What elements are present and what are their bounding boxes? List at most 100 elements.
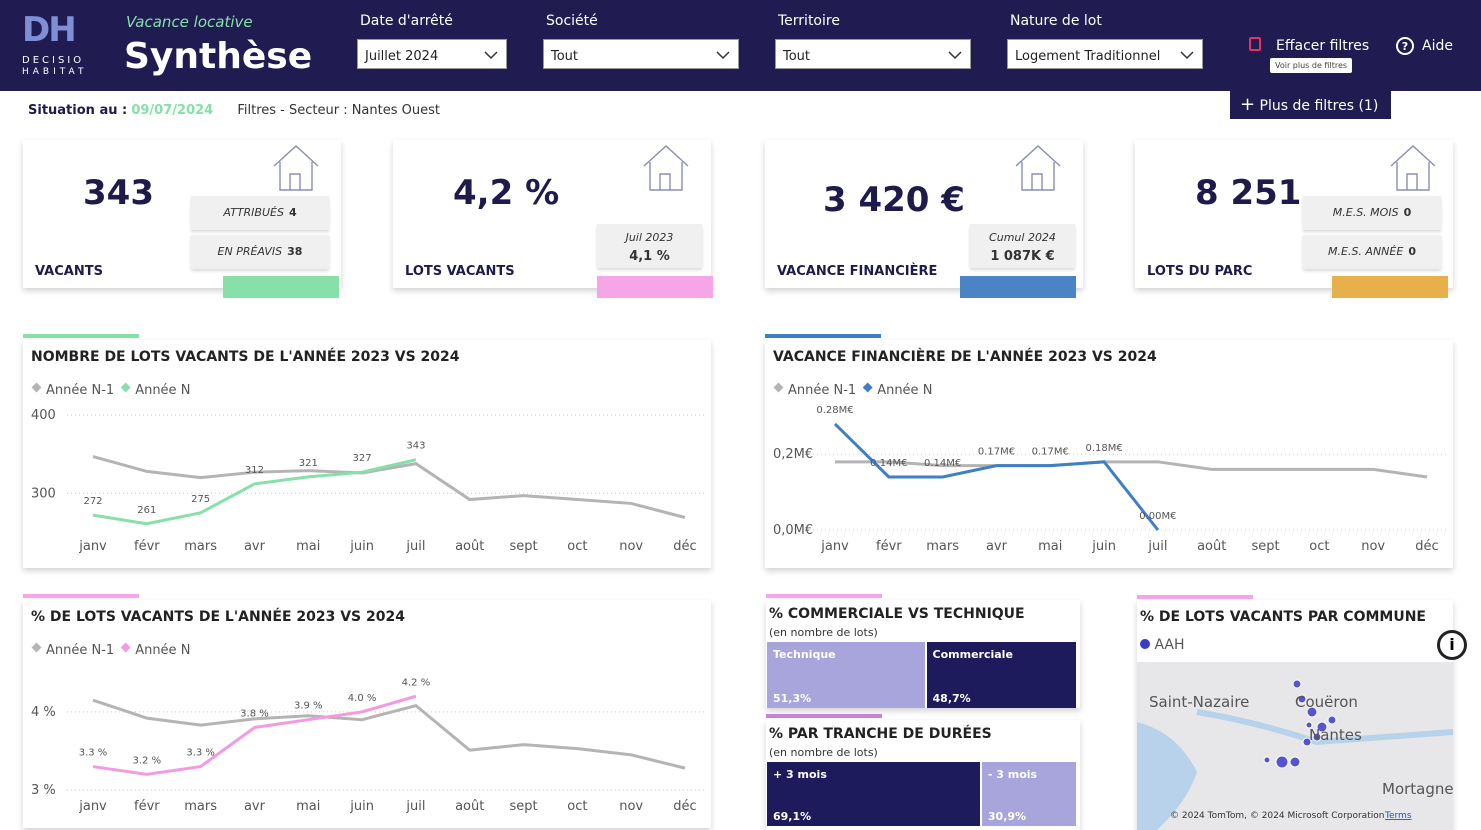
x-tick-label: mars — [184, 799, 217, 814]
clear-filters[interactable]: Effacer filtres — [1276, 38, 1370, 54]
kpi-detail: M.E.S. MOIS 0 — [1303, 196, 1441, 230]
y-tick-label: 3 % — [31, 783, 56, 798]
treemap-card: % COMMERCIALE VS TECHNIQUE (en nombre de … — [766, 600, 1080, 708]
x-tick-label: oct — [1309, 539, 1329, 554]
data-label: 3.3 % — [79, 748, 108, 759]
treemap-subtitle: (en nombre de lots) — [769, 626, 878, 639]
x-tick-label: sept — [1251, 539, 1279, 554]
x-tick-label: mai — [296, 539, 320, 554]
x-tick-label: janv — [820, 539, 849, 554]
series-line — [92, 455, 686, 519]
y-tick-label: 0,2M€ — [773, 447, 813, 462]
brand: HABITAT — [22, 67, 88, 77]
series-line — [833, 422, 1160, 531]
data-label: 312 — [245, 465, 264, 476]
chart-title: NOMBRE DE LOTS VACANTS DE L'ANNÉE 2023 V… — [31, 348, 460, 365]
icon-outline — [643, 145, 689, 191]
x-tick-label: oct — [567, 539, 587, 554]
kpi-label: VACANTS — [35, 264, 103, 279]
x-tick-label: mai — [1038, 539, 1062, 554]
kpi-label: LOTS DU PARC — [1147, 264, 1253, 279]
filter-value: Logement Traditionnel — [1015, 49, 1161, 64]
x-tick-label: juin — [349, 799, 374, 814]
status: Situation au : 09/07/2024 Filtres - Sect… — [28, 103, 440, 118]
x-tick-label: nov — [619, 799, 643, 814]
header: DH DECISIO HABITAT Vacance locative Synt… — [0, 0, 1481, 91]
x-tick-label: oct — [567, 799, 587, 814]
accent — [766, 714, 882, 718]
filter-value: Tout — [783, 49, 811, 64]
chart-title: VACANCE FINANCIÈRE DE L'ANNÉE 2023 VS 20… — [773, 348, 1157, 365]
kpi-label: LOTS VACANTS — [405, 264, 515, 279]
terms[interactable]: Terms — [1384, 811, 1412, 821]
data-label: 3.8 % — [240, 709, 269, 720]
legend-marker — [773, 382, 784, 393]
x-tick-label: juil — [405, 539, 425, 554]
filter-dropdown[interactable]: Logement Traditionnel — [1007, 39, 1203, 69]
legend-marker — [120, 642, 131, 653]
detail-label: M.E.S. MOIS — [1332, 206, 1399, 219]
filter-value: Juillet 2024 — [365, 49, 439, 64]
legend-marker — [120, 382, 131, 393]
x-tick-label: août — [455, 799, 484, 814]
accent — [765, 334, 881, 338]
kpi-color — [1332, 276, 1448, 298]
data-label: 3.3 % — [186, 748, 215, 759]
kpi-value: 4,2 % — [453, 173, 560, 213]
help-icon: ? — [1396, 37, 1414, 55]
filter-dropdown[interactable]: Juillet 2024 — [357, 39, 507, 69]
info-icon[interactable]: i — [1437, 630, 1467, 660]
logo: DH — [22, 10, 77, 50]
x-tick-label: avr — [986, 539, 1008, 554]
plus-icon: + — [1240, 94, 1256, 115]
x-tick-label: janv — [78, 539, 107, 554]
detail-value: 0 — [1408, 245, 1416, 258]
kpi-label: VACANCE FINANCIÈRE — [777, 264, 938, 279]
kpi-detail: EN PRÉAVIS 38 — [191, 235, 329, 269]
cell-label: Commerciale — [932, 648, 1013, 661]
kpi-color — [597, 276, 713, 298]
clear-icon — [1249, 37, 1261, 51]
map-canvas: Saint-Nazaire Couëron Nantes Mortagne © … — [1137, 662, 1453, 830]
place: Saint-Nazaire — [1149, 693, 1249, 711]
chevron-path — [1180, 51, 1194, 60]
cell-label: - 3 mois — [987, 768, 1038, 781]
detail-value: 4,1 % — [629, 249, 670, 264]
data-label: 3.9 % — [294, 701, 323, 712]
x-tick-label: avr — [244, 539, 266, 554]
x-tick-label: févr — [876, 539, 902, 554]
kpi-detail: ATTRIBUÉS 4 — [191, 196, 329, 230]
filter-dropdown[interactable]: Tout — [543, 39, 739, 69]
legend-label: Année N — [877, 383, 932, 398]
cell-label: Technique — [773, 648, 836, 661]
x-tick-label: mars — [184, 539, 217, 554]
x-tick-label: juin — [349, 539, 374, 554]
x-tick-label: févr — [134, 799, 160, 814]
filter-label: Date d'arrêté — [360, 13, 453, 29]
x-tick-label: avr — [244, 799, 266, 814]
kpi-value: 343 — [83, 173, 154, 213]
filter-value: Tout — [551, 49, 579, 64]
kpi-icon — [273, 145, 319, 191]
map-card: % DE LOTS VACANTS PAR COMMUNE AAH Saint-… — [1137, 595, 1467, 830]
help[interactable]: Aide — [1422, 38, 1453, 54]
data-label: 261 — [137, 505, 156, 516]
data-label: 0.17M€ — [1032, 447, 1069, 458]
x-tick-label: févr — [134, 539, 160, 554]
line-chart-card: % DE LOTS VACANTS DE L'ANNÉE 2023 VS 202… — [23, 600, 711, 828]
accent — [766, 594, 882, 598]
detail-label: ATTRIBUÉS — [223, 206, 284, 219]
kpi-card: 4,2 % LOTS VACANTS Juil 2023 4,1 % — [393, 140, 713, 298]
legend-marker — [31, 642, 42, 653]
x-tick-label: août — [455, 539, 484, 554]
kpi-color — [223, 276, 339, 298]
detail-value: 4 — [288, 206, 297, 219]
more-filters[interactable]: + Plus de filtres (1) — [1230, 90, 1391, 119]
legend-label: Année N — [135, 383, 190, 398]
legend-label: Année N-1 — [46, 383, 114, 398]
treemap-title: % COMMERCIALE VS TECHNIQUE — [769, 606, 1025, 622]
treemap-cell: + 3 mois 69,1% — [767, 762, 980, 826]
copyright: © 2024 TomTom, © 2024 Microsoft Corporat… — [1170, 811, 1384, 821]
filter-dropdown[interactable]: Tout — [775, 39, 971, 69]
